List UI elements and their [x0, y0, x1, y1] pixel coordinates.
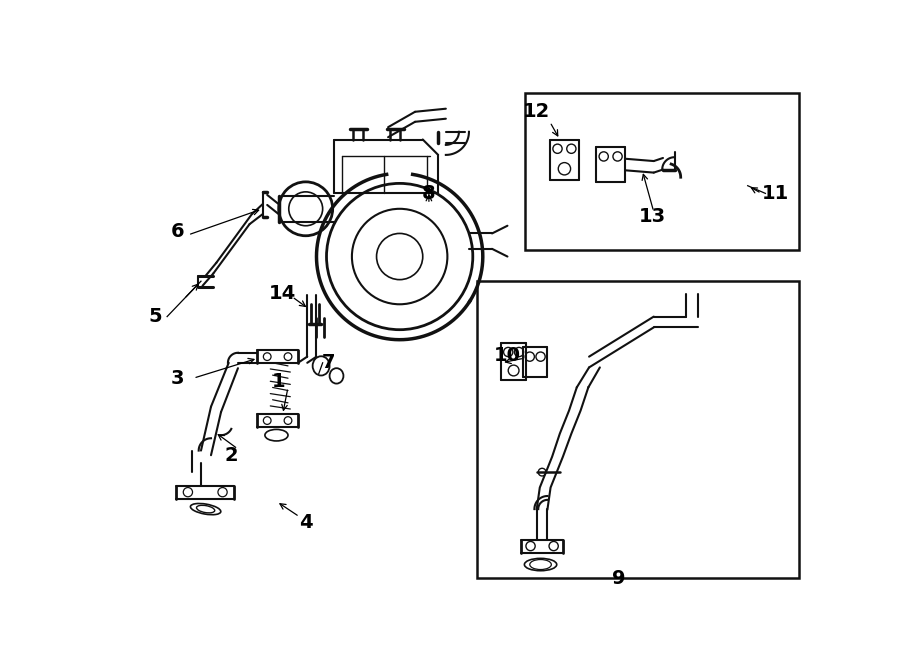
Text: 10: 10 — [494, 346, 521, 365]
Text: 9: 9 — [612, 569, 625, 588]
Text: 13: 13 — [639, 207, 666, 226]
Bar — [477, 281, 798, 579]
Text: 4: 4 — [299, 512, 312, 532]
Text: 11: 11 — [761, 184, 789, 203]
Text: 12: 12 — [523, 103, 550, 121]
Text: 8: 8 — [422, 184, 436, 203]
Text: 2: 2 — [225, 446, 238, 465]
Text: 6: 6 — [171, 222, 184, 242]
Text: 5: 5 — [148, 307, 162, 326]
Text: 7: 7 — [322, 354, 336, 372]
Bar — [526, 93, 798, 250]
Text: 14: 14 — [269, 284, 296, 303]
Text: 3: 3 — [171, 369, 184, 388]
Text: 1: 1 — [272, 372, 285, 391]
